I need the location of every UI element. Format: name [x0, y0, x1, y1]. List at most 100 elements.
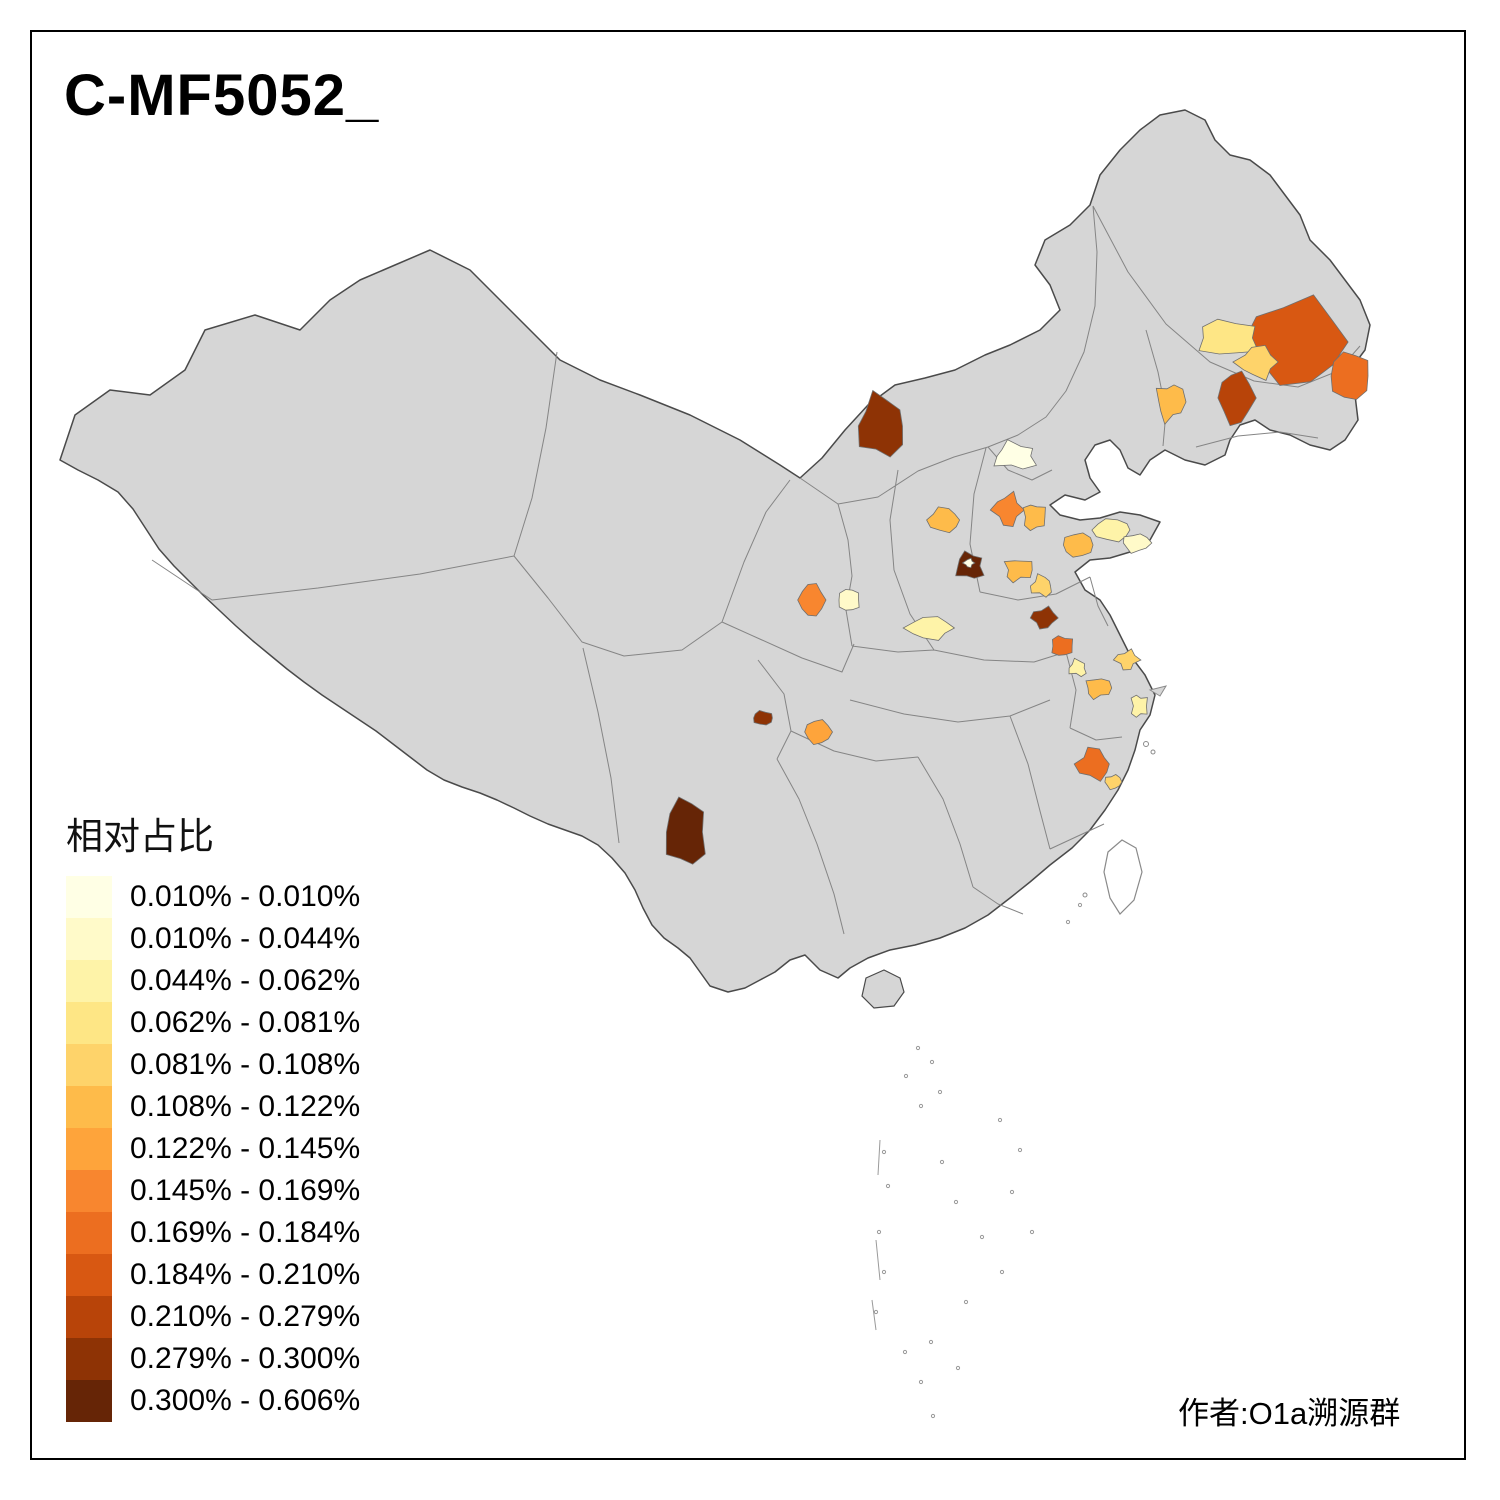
sea-islet: [1017, 1147, 1023, 1153]
legend-row: 0.108% - 0.122%: [66, 1086, 360, 1128]
legend-swatch: [66, 918, 112, 960]
sea-islet: [873, 1309, 879, 1315]
taiwan-island: [1103, 839, 1143, 915]
region-shanxi-central: [926, 506, 961, 534]
legend-label: 0.044% - 0.062%: [130, 964, 361, 997]
region-henan-north-core-pale: [961, 557, 976, 569]
sea-dash-line: [871, 1139, 881, 1331]
legend-row: 0.122% - 0.145%: [66, 1128, 360, 1170]
south-china-sea-islets: [873, 902, 1083, 1419]
region-jiangsu-central-pale: [1068, 657, 1087, 678]
legend-label: 0.010% - 0.010%: [130, 880, 361, 913]
region-liaoning-central: [1155, 384, 1187, 426]
region-jiangsu-north: [1085, 678, 1113, 701]
legend-swatch: [66, 876, 112, 918]
sea-islet: [937, 1089, 943, 1095]
legend-label: 0.210% - 0.279%: [130, 1300, 361, 1333]
legend-row: 0.145% - 0.169%: [66, 1170, 360, 1212]
legend-row: 0.010% - 0.044%: [66, 918, 360, 960]
region-zhejiang-fujian-orange: [1073, 746, 1110, 782]
sea-islet: [939, 1159, 945, 1165]
legend-label: 0.300% - 0.606%: [130, 1384, 361, 1417]
region-gansu-southeast-pale: [902, 616, 956, 641]
legend-row: 0.300% - 0.606%: [66, 1380, 360, 1422]
legend-row: 0.210% - 0.279%: [66, 1296, 360, 1338]
legend-label: 0.169% - 0.184%: [130, 1216, 361, 1249]
region-heilongjiang-southwest-pale: [1198, 318, 1259, 355]
legend-label: 0.184% - 0.210%: [130, 1258, 361, 1291]
legend-swatch: [66, 1170, 112, 1212]
legend-swatch: [66, 1044, 112, 1086]
colored-regions-group: [665, 294, 1369, 865]
sea-islet: [902, 1349, 908, 1355]
sea-islet: [979, 1234, 985, 1240]
legend-label: 0.122% - 0.145%: [130, 1132, 361, 1165]
sea-islet: [1077, 902, 1083, 908]
sea-islet: [953, 1199, 959, 1205]
sea-islet: [876, 1229, 882, 1235]
region-inner-mongolia-central: [857, 389, 904, 458]
hainan-island: [861, 969, 905, 1009]
zhoushan-island: [1143, 741, 1149, 747]
legend-label: 0.062% - 0.081%: [130, 1006, 361, 1039]
region-shandong-west: [1062, 532, 1094, 558]
region-jilin-northwest: [1232, 344, 1279, 381]
legend-title: 相对占比: [66, 816, 214, 857]
sea-islet: [903, 1073, 909, 1079]
legend-label: 0.081% - 0.108%: [130, 1048, 361, 1081]
sea-islet: [918, 1379, 924, 1385]
legend-label: 0.145% - 0.169%: [130, 1174, 361, 1207]
legend-label: 0.279% - 0.300%: [130, 1342, 361, 1375]
sea-islet: [1029, 1229, 1035, 1235]
sea-islet: [999, 1269, 1005, 1275]
legend: 相对占比 0.010% - 0.010% 0.010% - 0.044% 0.044…: [66, 806, 360, 1422]
legend-row: 0.184% - 0.210%: [66, 1254, 360, 1296]
sea-islet: [963, 1299, 969, 1305]
region-shaanxi-central: [797, 583, 827, 617]
legend-swatch: [66, 1128, 112, 1170]
china-mainland: [59, 109, 1371, 993]
region-hebei-south: [1022, 504, 1046, 532]
legend-swatch: [66, 1254, 112, 1296]
legend-label: 0.010% - 0.044%: [130, 922, 361, 955]
sea-islet: [997, 1117, 1003, 1123]
sea-islet: [1065, 919, 1071, 925]
legend-label: 0.108% - 0.122%: [130, 1090, 361, 1123]
province-borders: [151, 205, 1361, 935]
chart-title: C-MF5052_: [64, 63, 380, 128]
legend-row: 0.169% - 0.184%: [66, 1212, 360, 1254]
legend-row: 0.010% - 0.010%: [66, 876, 360, 918]
legend-swatch: [66, 1212, 112, 1254]
sea-islet: [915, 1045, 921, 1051]
sea-islet: [885, 1183, 891, 1189]
legend-swatch: [66, 1380, 112, 1422]
sea-islet: [928, 1339, 934, 1345]
sea-islet: [881, 1269, 887, 1275]
legend-swatch: [66, 1338, 112, 1380]
legend-swatch: [66, 1002, 112, 1044]
legend-swatch: [66, 1296, 112, 1338]
region-chongqing-dark: [753, 710, 773, 726]
region-henan-south-dark: [1029, 605, 1059, 630]
region-jilin-east-dark: [1217, 370, 1257, 427]
legend-row: 0.044% - 0.062%: [66, 960, 360, 1002]
region-shandong-peninsula-pale: [1122, 533, 1153, 554]
region-shanghai-coast-pale: [1130, 694, 1148, 718]
region-heilongjiang-east: [1330, 351, 1369, 400]
region-henan-east: [1029, 573, 1052, 598]
region-beijing-pale: [993, 439, 1038, 470]
penghu-island: [1082, 892, 1088, 898]
region-shandong-north-pale: [1091, 518, 1131, 543]
sea-islet: [881, 1149, 887, 1155]
sea-islet: [1009, 1189, 1015, 1195]
sea-islet: [955, 1365, 961, 1371]
region-yunnan-central-dark: [665, 796, 706, 865]
region-henan-central: [1003, 560, 1033, 584]
region-guizhou-north: [804, 719, 833, 746]
region-shaanxi-east-pale: [838, 589, 860, 611]
region-hebei-central-orange: [989, 490, 1026, 527]
legend-swatch: [66, 960, 112, 1002]
region-jiangsu-east: [1112, 648, 1142, 671]
author-credit: 作者:O1a溯源群: [1178, 1396, 1401, 1431]
